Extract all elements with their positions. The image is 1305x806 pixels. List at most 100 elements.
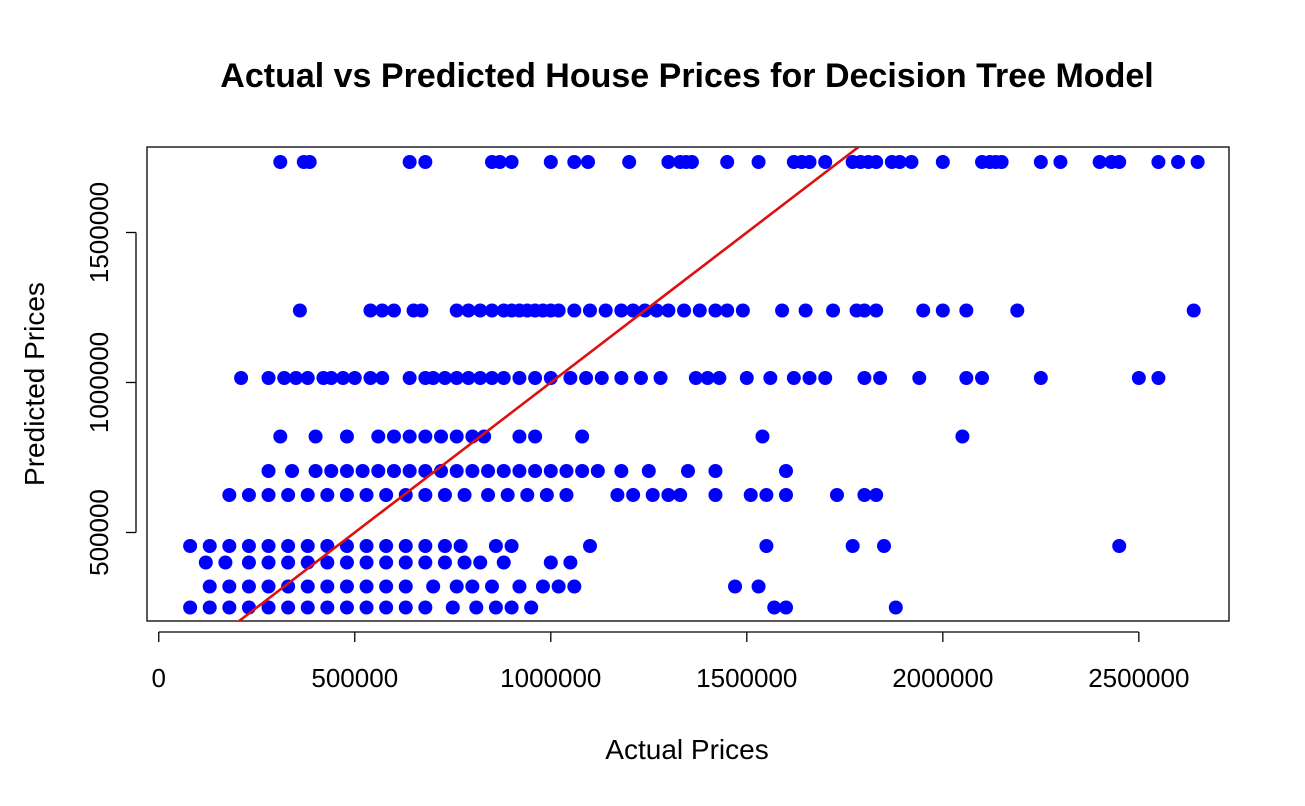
data-point [261,555,276,570]
data-point [559,464,574,478]
data-point [955,429,970,444]
data-point [661,303,676,318]
data-point [504,539,519,553]
data-point [402,371,417,385]
data-point [504,600,519,615]
data-point [857,303,872,318]
data-point [426,579,441,594]
data-point [434,429,449,444]
data-point [375,371,390,385]
data-point [371,464,386,478]
data-point [477,429,492,444]
reference-line [236,147,861,621]
data-point [277,371,292,385]
x-tick-label: 0 [152,663,166,693]
data-point [1151,371,1166,385]
y-tick-label: 1500000 [84,182,114,283]
data-point [437,488,452,502]
data-point [869,303,884,318]
data-point [449,303,464,318]
data-point [457,488,472,502]
data-point [700,371,715,385]
data-point [198,555,213,570]
data-point [677,303,692,318]
data-point [598,303,613,318]
x-tick-label: 2500000 [1088,663,1189,693]
data-point [484,579,499,594]
data-point [528,429,543,444]
data-point [461,303,476,318]
data-point [398,579,413,594]
data-point [539,488,554,502]
data-point [575,429,590,444]
data-point [720,303,735,318]
data-point [681,464,695,478]
data-point [363,303,378,318]
data-point [512,371,527,385]
data-point [379,600,394,615]
data-point [418,555,433,570]
data-points [183,155,1205,615]
data-point [363,371,378,385]
data-point [359,488,374,502]
data-point [398,600,413,615]
data-point [183,600,198,615]
data-point [708,303,723,318]
data-point [449,464,464,478]
data-point [818,155,833,169]
data-point [759,488,774,502]
x-axis: 0 500000 1000000 1500000 2000000 2500000 [152,631,1189,693]
data-point [512,579,527,594]
data-point [857,488,872,502]
data-point [379,488,394,502]
data-point [614,303,629,318]
data-point [398,539,413,553]
data-point [484,371,499,385]
data-point [1053,155,1068,169]
plot-frame [146,146,1230,622]
data-point [845,539,860,553]
data-point [261,488,276,502]
data-point [496,371,511,385]
data-point [355,464,370,478]
data-point [434,464,449,478]
data-point [520,488,535,502]
data-point [563,555,578,570]
data-point [449,371,464,385]
data-point [300,539,315,553]
data-point [653,371,668,385]
data-point [222,579,237,594]
data-point [904,155,919,169]
data-point [543,464,558,478]
data-point [528,464,543,478]
data-point [398,555,413,570]
data-point [661,155,676,169]
data-point [261,539,276,553]
data-point [775,303,790,318]
data-point [751,155,766,169]
data-point [935,303,950,318]
data-point [802,155,817,169]
data-point [684,155,699,169]
data-point [202,539,217,553]
data-point [241,555,256,570]
data-point [673,488,688,502]
data-point [281,555,296,570]
data-point [300,488,315,502]
data-point [935,155,950,169]
data-point [308,464,323,478]
data-point [735,303,750,318]
data-point [528,371,543,385]
data-point [288,371,303,385]
reference-line-path [236,147,861,621]
data-point [759,539,774,553]
data-point [302,155,317,169]
data-point [779,488,794,502]
data-point [488,600,503,615]
data-point [755,429,770,444]
data-point [473,371,488,385]
data-point [281,579,296,594]
data-point [339,579,354,594]
data-point [339,600,354,615]
data-point [336,371,351,385]
